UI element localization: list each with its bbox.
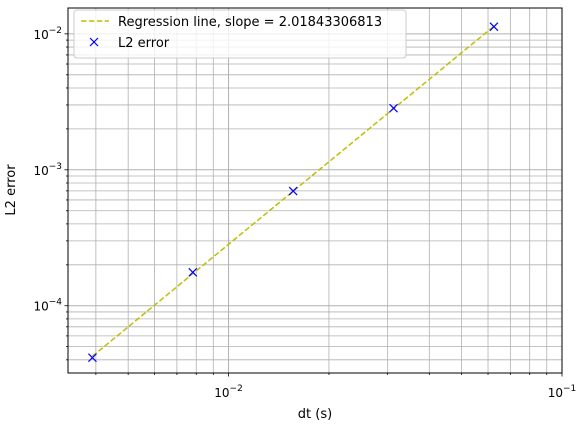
grid-layer	[68, 8, 563, 373]
l2-error-point-stroke	[389, 103, 398, 113]
legend-l2-marker	[89, 37, 99, 47]
l2-error-point-stroke	[288, 186, 298, 196]
l2-error-point	[188, 267, 198, 277]
data-layer	[87, 22, 499, 363]
legend-l2-label: L2 error	[118, 36, 170, 51]
l2-error-point	[288, 186, 298, 196]
y-tick-label: 10−3	[33, 162, 62, 178]
l2-error-point	[389, 103, 398, 113]
y-tick-label: 10−2	[33, 26, 62, 42]
x-tick-label: 10−1	[548, 384, 577, 400]
l2-error-point	[489, 22, 499, 32]
x-tick-label: 10−2	[214, 384, 243, 400]
legend-box	[73, 9, 407, 59]
y-tick-label: 10−4	[33, 298, 62, 314]
plot-frame	[67, 7, 563, 374]
l2-error-point	[87, 353, 97, 363]
l2-error-point-stroke	[489, 22, 499, 32]
y-axis-label: L2 error	[4, 164, 19, 216]
legend: Regression line, slope = 2.01843306813 L…	[73, 9, 407, 59]
l2-error-point-stroke	[188, 267, 198, 277]
tick-layer: 10−2 10−1 10−4 10−3 10−2	[33, 26, 576, 400]
l2-error-point-stroke	[87, 353, 97, 363]
x-axis-label: dt (s)	[298, 407, 332, 422]
legend-regression-label: Regression line, slope = 2.01843306813	[118, 15, 382, 30]
